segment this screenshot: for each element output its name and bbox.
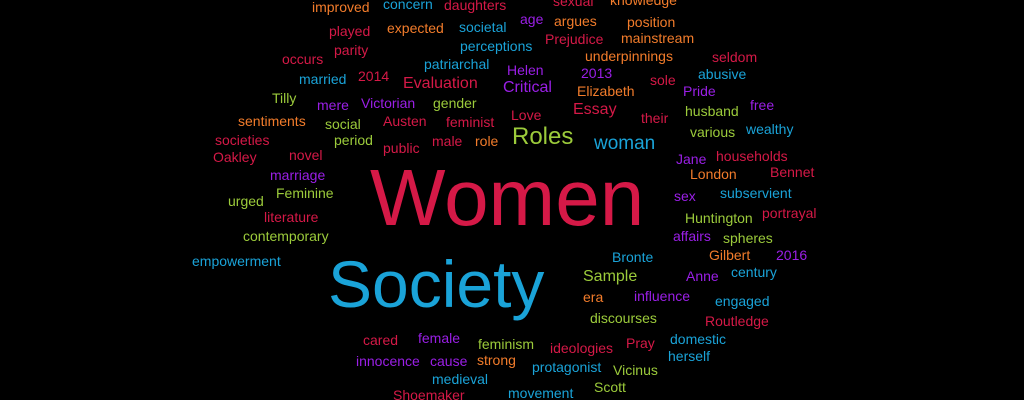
cloud-word: novel xyxy=(289,147,323,163)
cloud-word: Routledge xyxy=(705,313,769,329)
cloud-word: Sample xyxy=(583,268,638,285)
cloud-word: innocence xyxy=(356,353,420,369)
cloud-word: public xyxy=(383,140,420,156)
cloud-word: sexual xyxy=(553,0,594,9)
cloud-word: Pride xyxy=(683,83,716,99)
cloud-word: contemporary xyxy=(243,228,329,244)
cloud-word: London xyxy=(690,166,737,182)
cloud-word: engaged xyxy=(715,293,770,309)
cloud-word: 2014 xyxy=(358,68,390,84)
cloud-word: empowerment xyxy=(192,253,281,269)
cloud-word: Bennet xyxy=(770,164,815,180)
cloud-word: Gilbert xyxy=(709,247,751,263)
cloud-word: underpinnings xyxy=(585,48,673,64)
cloud-word: societies xyxy=(215,132,270,148)
cloud-word: literature xyxy=(264,209,319,225)
cloud-word: social xyxy=(325,116,361,132)
cloud-word: subservient xyxy=(720,185,792,201)
cloud-word: cause xyxy=(430,353,468,369)
cloud-word: seldom xyxy=(712,49,758,65)
cloud-word: Austen xyxy=(383,113,427,129)
cloud-word: Elizabeth xyxy=(577,83,635,99)
cloud-word: 2016 xyxy=(776,247,808,263)
cloud-word: Tilly xyxy=(272,90,297,106)
cloud-word: woman xyxy=(594,133,656,154)
cloud-word: perceptions xyxy=(460,38,533,54)
cloud-word: daughters xyxy=(444,0,507,13)
cloud-word: married xyxy=(299,71,347,87)
cloud-word: influence xyxy=(634,288,691,304)
cloud-word: discourses xyxy=(590,310,657,326)
cloud-word: medieval xyxy=(432,371,489,387)
cloud-word: improved xyxy=(312,0,370,15)
cloud-word: age xyxy=(520,11,544,27)
cloud-word: ideologies xyxy=(550,340,614,356)
cloud-word: various xyxy=(690,124,736,140)
cloud-word: Prejudice xyxy=(545,31,604,47)
cloud-word: herself xyxy=(668,348,711,364)
cloud-word: Roles xyxy=(512,123,574,150)
cloud-word: cared xyxy=(363,332,399,348)
cloud-word: knowledge xyxy=(610,0,677,8)
cloud-word: spheres xyxy=(723,230,773,246)
cloud-word: female xyxy=(418,330,461,346)
cloud-word: Evaluation xyxy=(403,75,478,92)
cloud-word: Bronte xyxy=(612,249,654,265)
cloud-word: gender xyxy=(433,95,477,111)
cloud-word: concern xyxy=(383,0,433,12)
cloud-word: Jane xyxy=(676,151,707,167)
cloud-word: households xyxy=(716,148,788,164)
cloud-word: Feminine xyxy=(276,185,334,201)
cloud-word: Critical xyxy=(503,79,552,96)
cloud-word: Shoemaker xyxy=(393,387,465,400)
cloud-word: Oakley xyxy=(213,149,257,165)
cloud-word: patriarchal xyxy=(424,56,490,72)
cloud-word: portrayal xyxy=(762,205,817,221)
cloud-word: Helen xyxy=(507,62,544,78)
cloud-word: played xyxy=(329,23,371,39)
cloud-word: sex xyxy=(674,188,696,204)
cloud-word: era xyxy=(583,289,604,305)
cloud-word: Essay xyxy=(573,101,617,118)
cloud-word: their xyxy=(641,110,669,126)
cloud-word: husband xyxy=(685,103,739,119)
cloud-word: wealthy xyxy=(746,121,794,137)
cloud-word: feminism xyxy=(478,336,535,352)
cloud-word: strong xyxy=(477,352,516,368)
cloud-word: Victorian xyxy=(361,95,416,111)
cloud-word: mere xyxy=(317,97,349,113)
cloud-word: occurs xyxy=(282,51,324,67)
cloud-word: sole xyxy=(650,72,676,88)
cloud-word: 2013 xyxy=(581,65,613,81)
cloud-word: domestic xyxy=(670,331,727,347)
cloud-word: free xyxy=(750,97,775,113)
cloud-word: parity xyxy=(334,42,369,58)
cloud-word: argues xyxy=(554,13,597,29)
cloud-word: Pray xyxy=(626,335,655,351)
cloud-word: mainstream xyxy=(621,30,695,46)
cloud-word: feminist xyxy=(446,114,495,130)
cloud-word: position xyxy=(627,14,676,30)
cloud-word: movement xyxy=(508,385,574,400)
cloud-word: century xyxy=(731,264,777,280)
cloud-word: societal xyxy=(459,19,507,35)
cloud-word: period xyxy=(334,132,373,148)
cloud-word: role xyxy=(475,133,499,149)
cloud-word: Scott xyxy=(594,379,626,395)
cloud-word: male xyxy=(432,133,463,149)
cloud-word: Love xyxy=(511,107,542,123)
cloud-word: Women xyxy=(370,153,645,242)
cloud-word: Huntington xyxy=(685,210,753,226)
cloud-word: urged xyxy=(228,193,264,209)
cloud-word: marriage xyxy=(270,167,326,183)
cloud-word: Vicinus xyxy=(613,362,658,378)
cloud-word: Anne xyxy=(686,268,719,284)
cloud-word: protagonist xyxy=(532,359,602,375)
cloud-word: affairs xyxy=(673,228,711,244)
cloud-word: sentiments xyxy=(238,113,306,129)
cloud-word: expected xyxy=(387,20,444,36)
cloud-word: Society xyxy=(328,247,545,321)
cloud-word: abusive xyxy=(698,66,747,82)
